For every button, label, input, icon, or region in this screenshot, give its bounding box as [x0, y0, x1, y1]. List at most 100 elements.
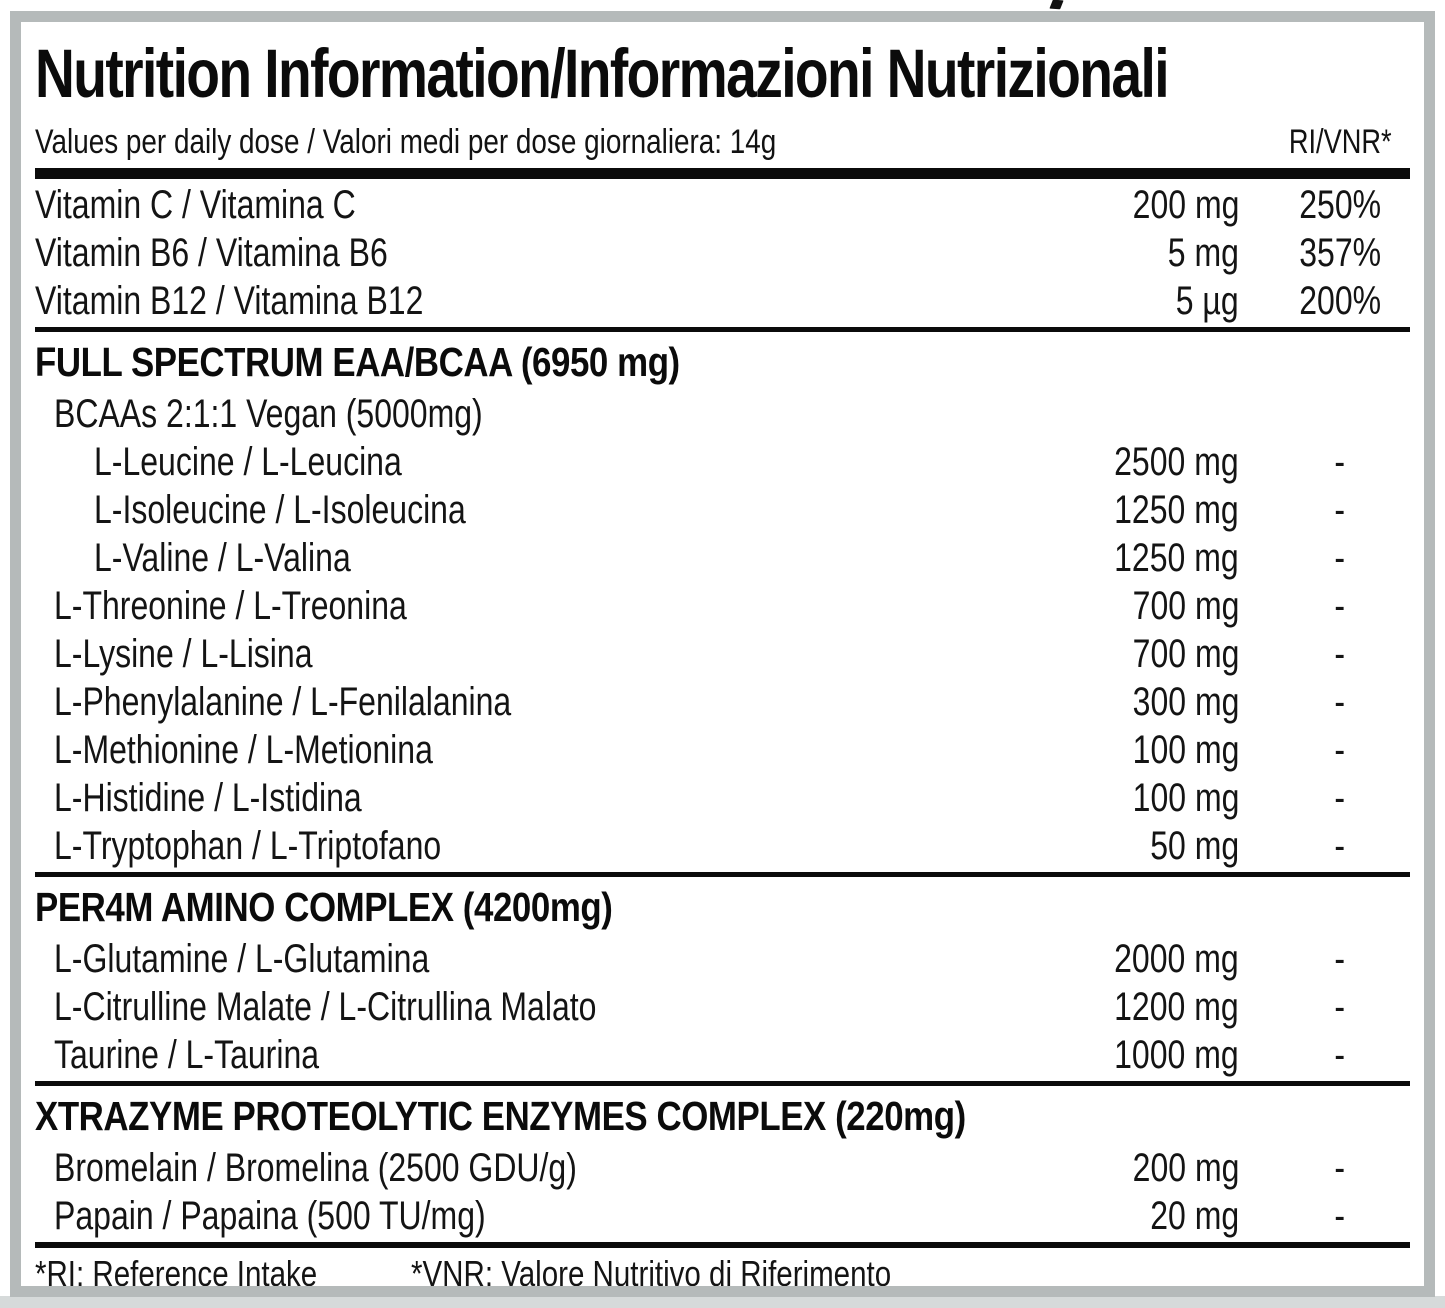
row-label: L-Glutamine / L-Glutamina — [35, 937, 1059, 982]
row-label-text: Vitamin B12 / Vitamina B12 — [35, 278, 424, 323]
row-label-text: L-Lysine / L-Lisina — [54, 631, 313, 676]
row-amount: 20 mg — [1059, 1194, 1239, 1239]
row-label: L-Leucine / L-Leucina — [35, 440, 1059, 485]
row-amount-text: 700 mg — [1132, 631, 1239, 676]
table-row: L-Valine / L-Valina 1250 mg - — [35, 534, 1410, 582]
row-amount-text: 700 mg — [1132, 583, 1239, 628]
table-row: L-Tryptophan / L-Triptofano 50 mg - — [35, 822, 1410, 870]
page-title: Nutrition Information/Informazioni Nutri… — [35, 26, 1410, 120]
table-row: Bromelain / Bromelina (2500 GDU/g) 200 mg… — [35, 1144, 1410, 1192]
row-label-text: Papain / Papaina (500 TU/mg) — [54, 1193, 486, 1238]
row-amount: 700 mg — [1059, 584, 1239, 629]
row-label-text: L-Phenylalanine / L-Fenilalanina — [54, 679, 512, 724]
row-label: L-Threonine / L-Treonina — [35, 584, 1059, 629]
table-row: L-Methionine / L-Metionina 100 mg - — [35, 726, 1410, 774]
table-row: L-Phenylalanine / L-Fenilalanina 300 mg - — [35, 678, 1410, 726]
row-label-text: Bromelain / Bromelina (2500 GDU/g) — [54, 1145, 577, 1190]
row-label: L-Valine / L-Valina — [35, 536, 1059, 581]
row-label: Papain / Papaina (500 TU/mg) — [35, 1194, 1059, 1239]
table-row: Vitamin B12 / Vitamina B12 5 µg 200% — [35, 277, 1410, 325]
row-amount-text: 100 mg — [1132, 775, 1239, 820]
row-amount-text: 100 mg — [1132, 727, 1239, 772]
table-row: Vitamin B6 / Vitamina B6 5 mg 357% — [35, 229, 1410, 277]
section-header-text: FULL SPECTRUM EAA/BCAA (6950 mg) — [35, 338, 680, 385]
section-header-text: XTRAZYME PROTEOLYTIC ENZYMES COMPLEX (22… — [35, 1092, 966, 1139]
row-ri-text: 357% — [1299, 230, 1381, 275]
row-amount-text: 300 mg — [1132, 679, 1239, 724]
row-ri: - — [1270, 1194, 1410, 1239]
row-ri — [1270, 392, 1410, 437]
row-amount: 5 µg — [1059, 279, 1239, 324]
row-ri-text: - — [1334, 775, 1346, 820]
row-amount: 50 mg — [1059, 824, 1239, 869]
row-ri-text: - — [1334, 1145, 1346, 1190]
subtitle-text: Values per daily dose / Valori medi per … — [35, 122, 777, 161]
table-row: L-Citrulline Malate / L-Citrullina Malat… — [35, 983, 1410, 1031]
row-amount-text: 50 mg — [1150, 823, 1239, 868]
row-label-text: Taurine / L-Taurina — [54, 1032, 320, 1077]
section-divider — [35, 872, 1410, 877]
section-divider — [35, 1081, 1410, 1086]
row-amount-text: 1250 mg — [1114, 487, 1239, 532]
row-amount: 300 mg — [1059, 680, 1239, 725]
ri-column-header: RI/VNR* — [1270, 123, 1410, 162]
subtitle: Values per daily dose / Valori medi per … — [35, 123, 1059, 162]
row-ri: - — [1270, 440, 1410, 485]
row-label-text: Vitamin B6 / Vitamina B6 — [35, 230, 388, 275]
row-amount: 1250 mg — [1059, 488, 1239, 533]
row-label: Bromelain / Bromelina (2500 GDU/g) — [35, 1146, 1059, 1191]
row-amount: 200 mg — [1059, 183, 1239, 228]
row-ri: - — [1270, 1146, 1410, 1191]
row-label: Vitamin B6 / Vitamina B6 — [35, 231, 1059, 276]
row-amount-text: 200 mg — [1132, 182, 1239, 227]
row-ri: 250% — [1270, 183, 1410, 228]
row-ri: 357% — [1270, 231, 1410, 276]
row-label: L-Citrulline Malate / L-Citrullina Malat… — [35, 985, 1059, 1030]
row-ri-text: - — [1334, 936, 1346, 981]
row-ri-text: - — [1334, 583, 1346, 628]
footer-row: *RI: Reference Intake *VNR: Valore Nutri… — [35, 1250, 1410, 1294]
row-label-text: L-Isoleucine / L-Isoleucina — [94, 487, 466, 532]
row-amount: 5 mg — [1059, 231, 1239, 276]
row-label: L-Methionine / L-Metionina — [35, 728, 1059, 773]
row-amount-text: 5 µg — [1176, 278, 1239, 323]
row-label-text: Vitamin C / Vitamina C — [35, 182, 356, 227]
row-amount: 2500 mg — [1059, 440, 1239, 485]
row-label-text: L-Leucine / L-Leucina — [94, 439, 402, 484]
page-title-text: Nutrition Information/Informazioni Nutri… — [35, 34, 1170, 112]
row-ri: - — [1270, 937, 1410, 982]
row-label: L-Phenylalanine / L-Fenilalanina — [35, 680, 1059, 725]
row-ri: - — [1270, 985, 1410, 1030]
row-label-text: L-Glutamine / L-Glutamina — [54, 936, 430, 981]
row-amount-text: 1000 mg — [1114, 1032, 1239, 1077]
row-label: L-Isoleucine / L-Isoleucina — [35, 488, 1059, 533]
table-row: Papain / Papaina (500 TU/mg) 20 mg - — [35, 1192, 1410, 1240]
row-ri: - — [1270, 488, 1410, 533]
ri-column-header-text: RI/VNR* — [1288, 122, 1392, 161]
row-amount: 1000 mg — [1059, 1033, 1239, 1078]
row-ri-text: 200% — [1299, 278, 1381, 323]
row-label: BCAAs 2:1:1 Vegan (5000mg) — [35, 392, 1059, 437]
table-row: BCAAs 2:1:1 Vegan (5000mg) — [35, 390, 1410, 438]
row-ri-text: - — [1334, 1032, 1346, 1077]
row-amount: 1250 mg — [1059, 536, 1239, 581]
row-amount-text: 200 mg — [1132, 1145, 1239, 1190]
row-ri: - — [1270, 776, 1410, 821]
section-divider — [35, 327, 1410, 332]
footer-ri-note: *RI: Reference Intake — [35, 1253, 318, 1294]
row-ri: 200% — [1270, 279, 1410, 324]
row-label: L-Histidine / L-Istidina — [35, 776, 1059, 821]
footer-divider — [35, 1242, 1410, 1248]
row-amount-text: 20 mg — [1150, 1193, 1239, 1238]
row-label-text: L-Citrulline Malate / L-Citrullina Malat… — [54, 984, 597, 1029]
row-ri-text: 250% — [1299, 182, 1381, 227]
row-ri: - — [1270, 536, 1410, 581]
row-ri: - — [1270, 680, 1410, 725]
row-ri-text: - — [1334, 679, 1346, 724]
row-ri-text: - — [1334, 535, 1346, 580]
table-row: L-Glutamine / L-Glutamina 2000 mg - — [35, 935, 1410, 983]
row-ri-text: - — [1334, 823, 1346, 868]
row-label-text: L-Valine / L-Valina — [94, 535, 351, 580]
row-amount: 1200 mg — [1059, 985, 1239, 1030]
table-row: Vitamin C / Vitamina C 200 mg 250% — [35, 181, 1410, 229]
